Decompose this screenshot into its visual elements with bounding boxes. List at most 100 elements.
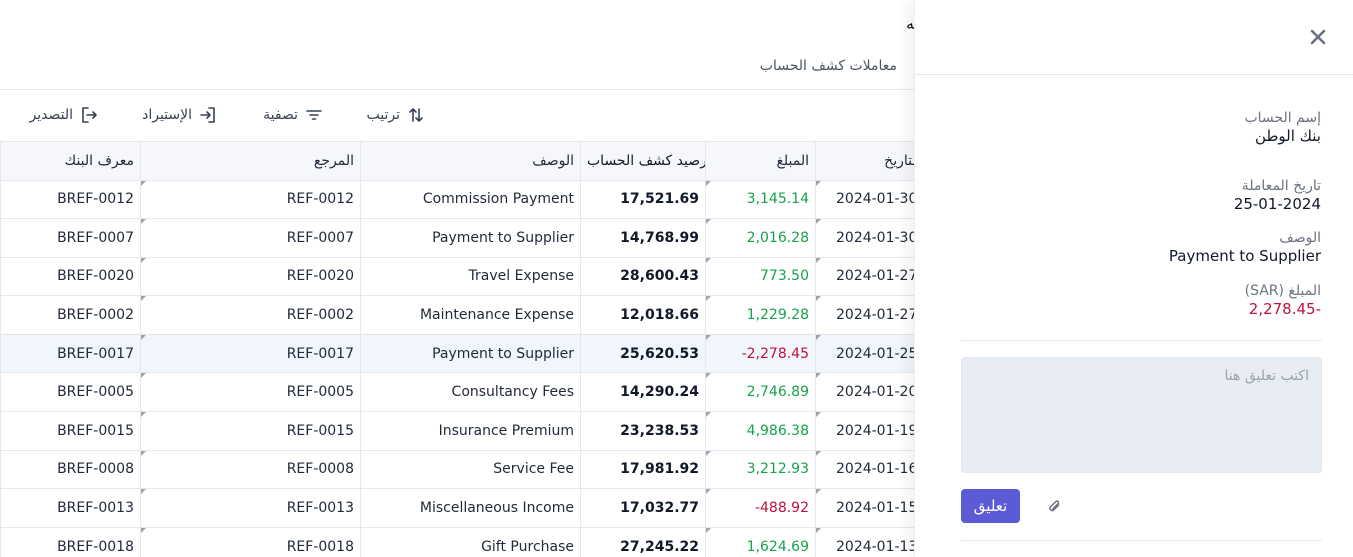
description-cell: Maintenance Expense [360,295,581,335]
reference-cell: REF-0013 [140,488,361,528]
column-header-description[interactable]: الوصف [360,142,581,181]
transaction-details-drawer: إسم الحساب بنك الوطن تاريخ المعاملة 25-0… [914,0,1353,557]
comment-input[interactable] [961,357,1322,473]
description-cell: Miscellaneous Income [360,488,581,528]
description-cell: Consultancy Fees [360,372,581,413]
description-label: الوصف [1279,230,1321,246]
toolbar: ترتيب تصفية الإستيراد التصدير [0,100,914,130]
table-row[interactable]: BREF-0018 REF-0018 Gift Purchase 27,245.22 1… [0,527,914,557]
reference-cell: REF-0017 [140,334,361,374]
date-cell: 2024-01-20 [815,372,914,413]
description-cell: Commission Payment [360,180,581,220]
page-title-cut: ـه [906,14,914,33]
account-name-value: بنك الوطن [1255,127,1321,145]
table-row[interactable]: BREF-0020 REF-0020 Travel Expense 28,600.43… [0,257,914,297]
date-cell: 2024-01-13 [815,527,914,557]
amount-cell: -488.92 [705,488,816,528]
table-row[interactable]: BREF-0007 REF-0007 Payment to Supplier 14,7… [0,218,914,258]
column-header-balance[interactable]: رصيد كشف الحساب [580,142,706,181]
column-header-date[interactable]: التاريخ [815,142,914,181]
balance-cell: 17,032.77 [580,488,706,528]
balance-cell: 25,620.53 [580,334,706,374]
bank-ref-cell: BREF-0012 [0,180,141,220]
filter-button-label: تصفية [263,107,298,123]
balance-cell: 14,768.99 [580,218,706,258]
bank-ref-cell: BREF-0013 [0,488,141,528]
page-subtitle: معاملات كشف الحساب [759,58,897,74]
transaction-date-field: تاريخ المعاملة 25-01-2024 [1234,177,1321,213]
balance-cell: 27,245.22 [580,527,706,557]
paperclip-icon [1049,499,1060,511]
balance-cell: 17,981.92 [580,450,706,490]
reference-cell: REF-0005 [140,372,361,413]
sort-button-label: ترتيب [366,107,401,123]
bank-ref-cell: BREF-0017 [0,334,141,374]
reference-cell: REF-0012 [140,180,361,220]
date-cell: 2024-01-16 [815,450,914,490]
reference-cell: REF-0015 [140,411,361,451]
date-cell: 2024-01-15 [815,488,914,528]
description-cell: Payment to Supplier [360,334,581,374]
amount-cell: 3,145.14 [705,180,816,220]
amount-label: المبلغ (SAR) [1244,283,1321,299]
transactions-panel: ـه معاملات كشف الحساب ترتيب تصفية الإستي… [0,14,914,557]
amount-cell: 2,016.28 [705,218,816,258]
date-cell: 2024-01-27 [815,295,914,335]
table-row[interactable]: BREF-0002 REF-0002 Maintenance Expense 12,0… [0,295,914,335]
balance-cell: 28,600.43 [580,257,706,297]
table-row[interactable]: BREF-0005 REF-0005 Consultancy Fees 14,290.… [0,372,914,413]
balance-cell: 12,018.66 [580,295,706,335]
amount-cell: 1,624.69 [705,527,816,557]
balance-cell: 23,238.53 [580,411,706,451]
bank-ref-cell: BREF-0005 [0,372,141,413]
bank-ref-cell: BREF-0002 [0,295,141,335]
reference-cell: REF-0007 [140,218,361,258]
amount-field: المبلغ (SAR) -2,278.45 [1245,282,1321,318]
transaction-date-label: تاريخ المعاملة [1241,178,1321,194]
column-header-bank-ref[interactable]: معرف البنك [0,142,141,181]
description-cell: Travel Expense [360,257,581,297]
attach-file-button[interactable] [1043,495,1067,519]
description-cell: Payment to Supplier [360,218,581,258]
table-row[interactable]: BREF-0012 REF-0012 Commission Payment 17,52… [0,180,914,220]
divider [961,340,1322,341]
transaction-date-value: 25-01-2024 [1233,195,1321,213]
table-row[interactable]: BREF-0008 REF-0008 Service Fee 17,981.92 3,2… [0,450,914,490]
sort-button[interactable]: ترتيب [367,100,427,130]
import-icon [200,107,215,123]
close-drawer-button[interactable] [1305,24,1331,50]
amount-cell: 3,212.93 [705,450,816,490]
import-button[interactable]: الإستيراد [142,100,218,130]
divider [961,540,1322,541]
export-icon [82,107,97,123]
description-value: Payment to Supplier [1168,247,1321,265]
export-button[interactable]: التصدير [30,100,100,130]
balance-cell: 14,290.24 [580,372,706,413]
reference-cell: REF-0018 [140,527,361,557]
import-button-label: الإستيراد [142,107,192,123]
table-row[interactable]: BREF-0015 REF-0015 Insurance Premium 23,238… [0,411,914,451]
filter-button[interactable]: تصفية [263,100,324,130]
amount-cell: 1,229.28 [705,295,816,335]
bank-ref-cell: BREF-0015 [0,411,141,451]
description-cell: Gift Purchase [360,527,581,557]
amount-cell: 4,986.38 [705,411,816,451]
account-name-label: إسم الحساب [1244,110,1321,126]
table-row[interactable]: BREF-0013 REF-0013 Miscellaneous Income 17,… [0,488,914,528]
amount-value: -2,278.45 [1248,300,1321,318]
column-header-amount[interactable]: المبلغ [705,142,816,181]
export-button-label: التصدير [29,107,74,123]
comment-submit-button[interactable]: تعليق [961,489,1020,523]
date-cell: 2024-01-30 [815,218,914,258]
date-cell: 2024-01-30 [815,180,914,220]
close-icon [1310,29,1326,45]
amount-cell: 773.50 [705,257,816,297]
table-header-row: معرف البنك المرجع الوصف رصيد كشف الحساب … [0,142,914,181]
date-cell: 2024-01-27 [815,257,914,297]
column-header-reference[interactable]: المرجع [140,142,361,181]
description-field: الوصف Payment to Supplier [1169,229,1321,265]
date-cell: 2024-01-25 [815,334,914,374]
divider [0,89,914,90]
amount-cell: 2,746.89 [705,372,816,413]
table-row[interactable]: BREF-0017 REF-0017 Payment to Supplier 25,6… [0,334,914,374]
